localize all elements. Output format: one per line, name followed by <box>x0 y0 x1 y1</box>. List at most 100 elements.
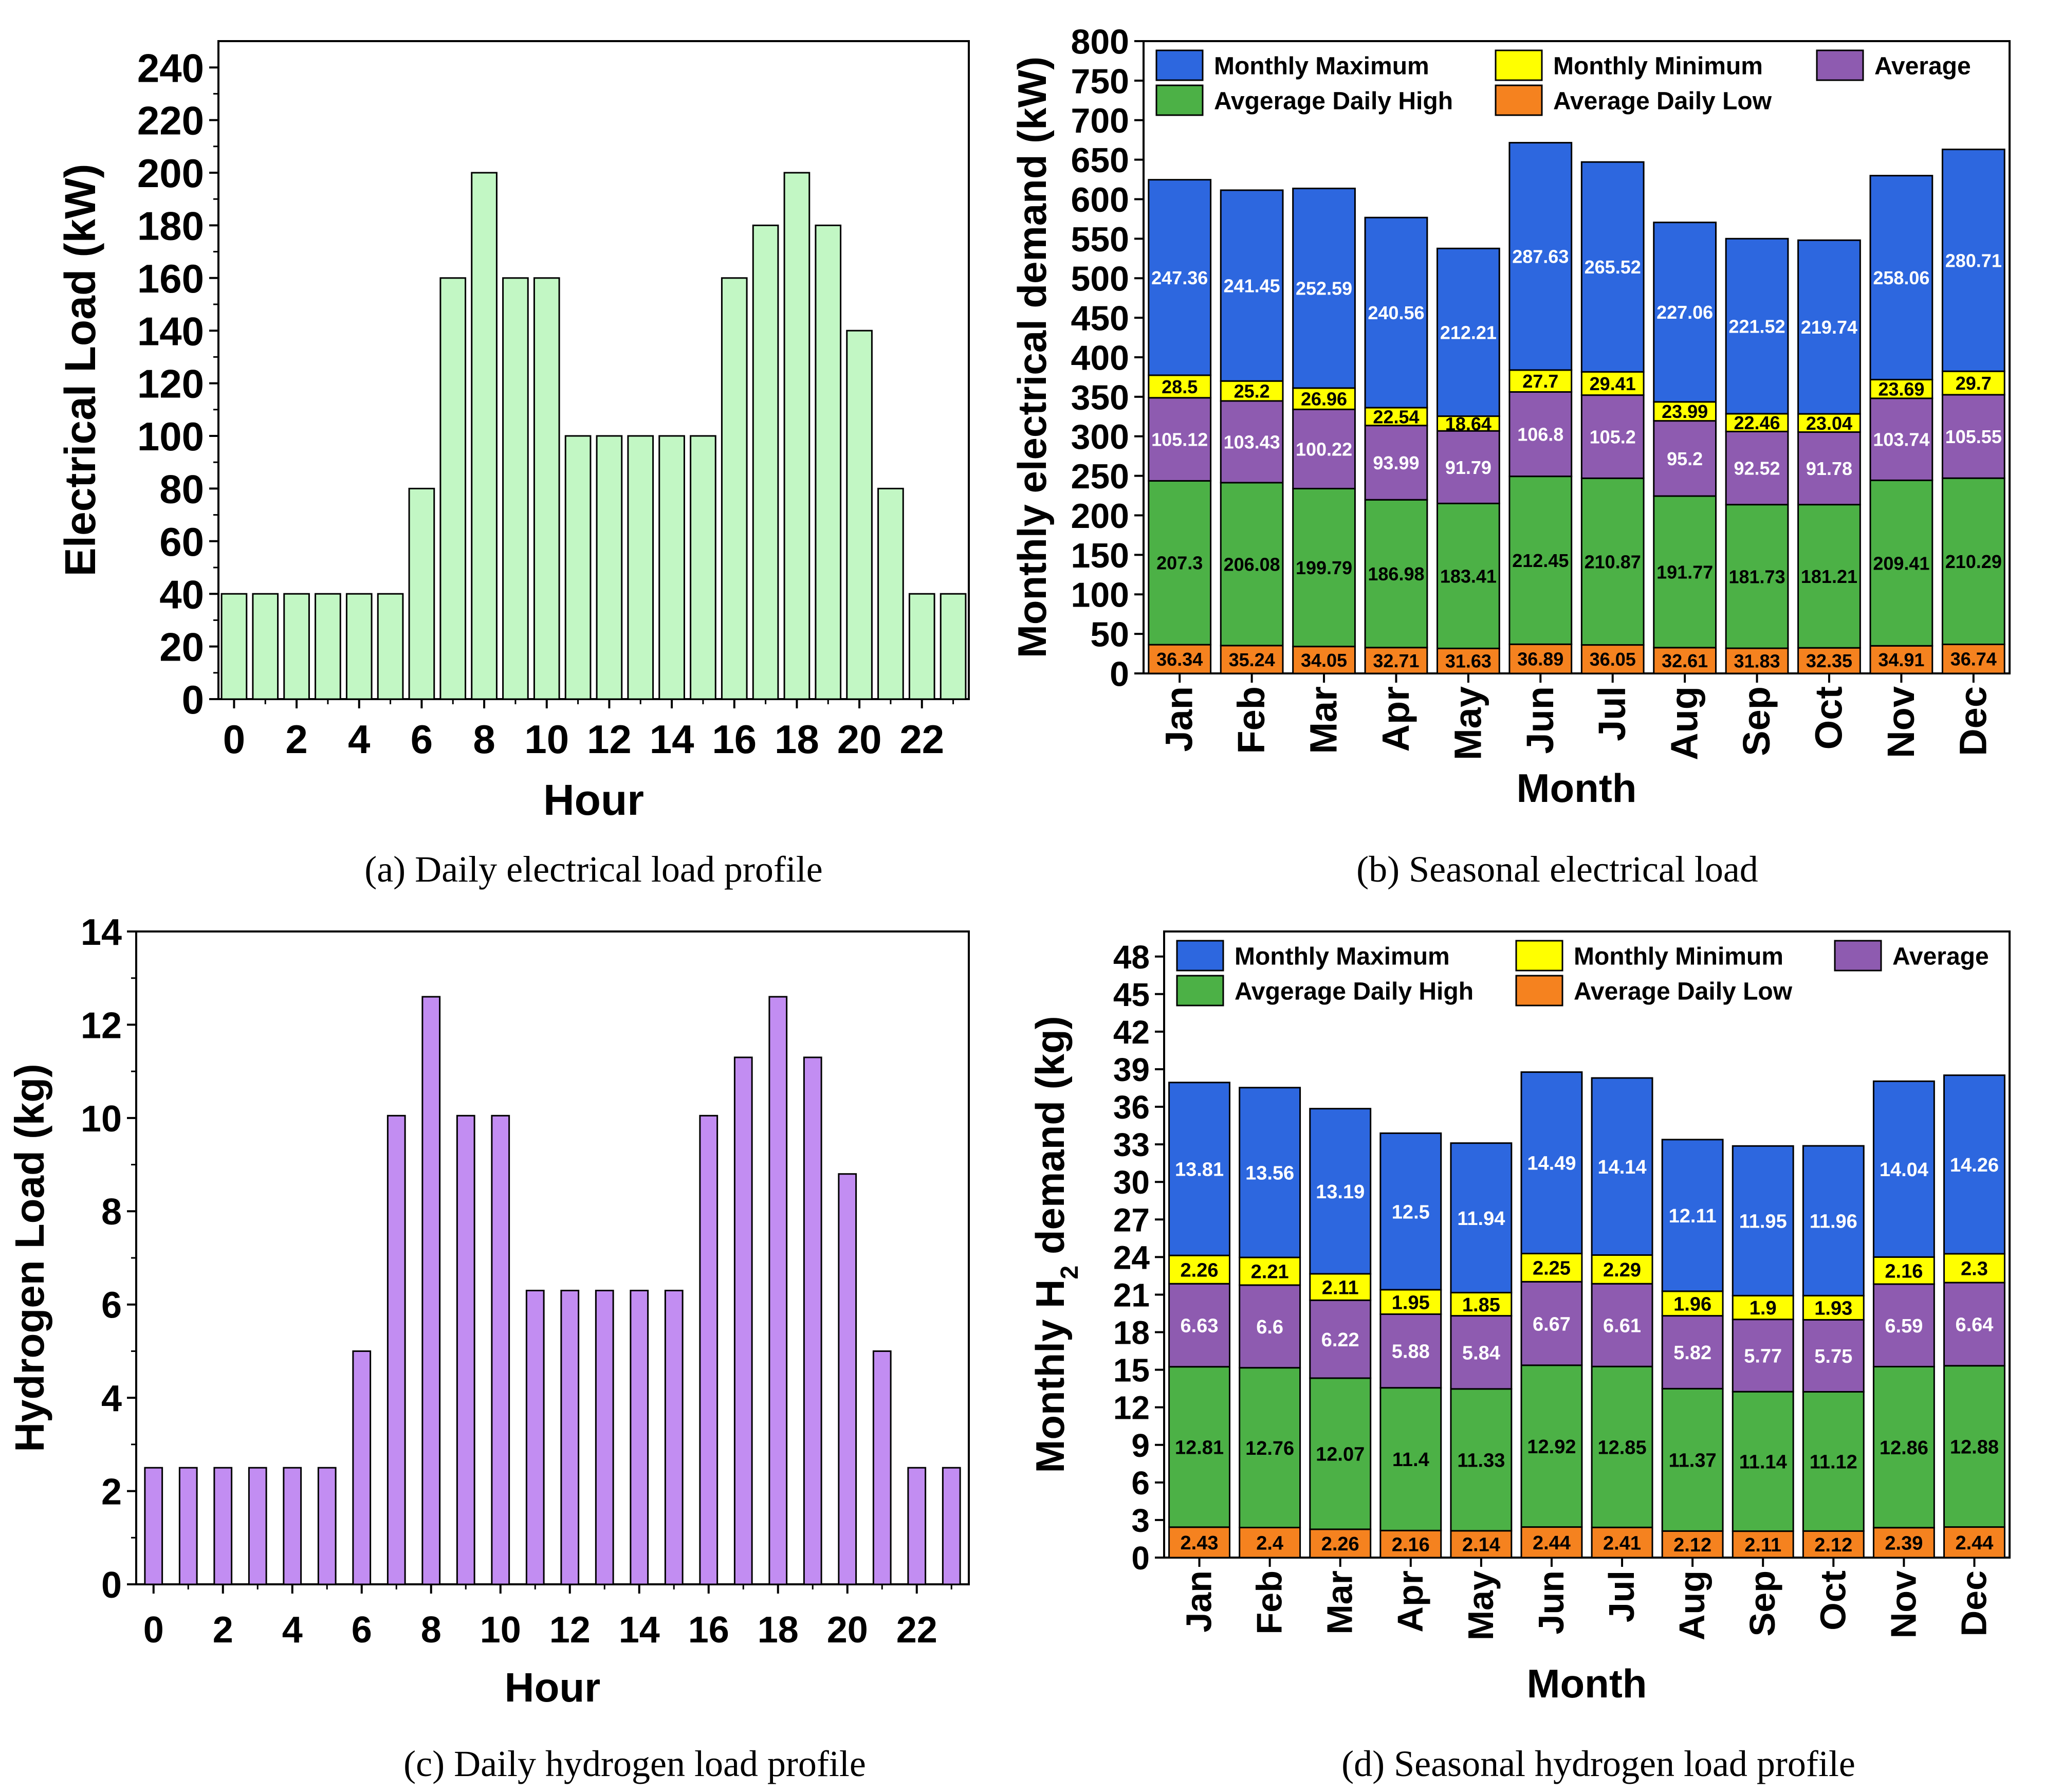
x-tick-label: 18 <box>758 1610 799 1651</box>
data-label: 2.16 <box>1885 1260 1923 1282</box>
segment-monthly-maximum-dec <box>1941 149 2005 372</box>
bar-hour-6 <box>408 487 435 700</box>
data-label: 95.2 <box>1667 448 1703 469</box>
segment-monthly-minimum-may <box>1450 1292 1513 1317</box>
x-tick-label: 14 <box>650 717 694 762</box>
x-tick-label: May <box>1461 1570 1501 1640</box>
data-label: 11.14 <box>1739 1452 1787 1473</box>
data-label: 206.08 <box>1224 554 1280 575</box>
chart-d-stacks: 2.43 12.81 6.63 2.26 13.81 Jan 2.4 12.76 6.6 2.21… <box>1168 1071 2005 1640</box>
x-axis-title: Month <box>1527 1661 1647 1706</box>
data-label: 13.56 <box>1245 1163 1294 1184</box>
y-tick-label: 20 <box>159 625 204 670</box>
y-tick-label: 120 <box>137 361 204 407</box>
data-label: 2.12 <box>1814 1534 1852 1556</box>
data-label: 2.4 <box>1256 1532 1283 1554</box>
data-label: 11.37 <box>1669 1450 1717 1472</box>
segment-monthly-maximum-jan <box>1168 1082 1230 1256</box>
y-axis-title: Monthly electrical demand (kW) <box>1009 57 1055 658</box>
data-label: 1.96 <box>1673 1293 1711 1315</box>
segment-monthly-minimum-jun <box>1520 1253 1583 1283</box>
segment-avgerage-daily-high-may <box>1450 1388 1513 1532</box>
y-tick-label: 250 <box>1071 457 1129 496</box>
segment-average-jan <box>1168 1283 1230 1368</box>
x-tick-label: 6 <box>411 717 433 762</box>
bar-hour-6 <box>352 1350 372 1585</box>
segment-average-daily-low-may <box>1450 1530 1513 1559</box>
segment-avgerage-daily-high-apr <box>1364 499 1428 649</box>
x-tick-label: 12 <box>587 717 632 762</box>
data-label: 100.22 <box>1296 438 1352 460</box>
data-label: 247.36 <box>1151 267 1208 288</box>
bar-hour-21 <box>877 487 904 700</box>
data-label: 2.3 <box>1961 1258 1988 1280</box>
data-label: 23.04 <box>1806 413 1852 434</box>
legend-label: Average <box>1892 943 1989 970</box>
data-label: 27.7 <box>1522 371 1558 392</box>
segment-monthly-maximum-jul <box>1580 161 1645 373</box>
x-tick-label: 12 <box>549 1610 591 1651</box>
data-label: 5.84 <box>1462 1342 1500 1364</box>
segment-monthly-maximum-dec <box>1943 1074 2005 1255</box>
segment-average-may <box>1450 1315 1513 1390</box>
y-tick-label: 220 <box>137 98 204 143</box>
data-label: 14.04 <box>1880 1159 1928 1181</box>
y-tick-label: 21 <box>1113 1276 1150 1313</box>
y-tick-label: 14 <box>81 912 122 953</box>
y-tick-label: 18 <box>1113 1314 1150 1351</box>
data-label: 181.73 <box>1728 566 1785 587</box>
data-label: 2.39 <box>1885 1533 1923 1555</box>
x-tick-label: 2 <box>213 1610 233 1651</box>
x-tick-label: Jan <box>1179 1570 1219 1633</box>
bar-hour-10 <box>491 1114 510 1585</box>
bar-hour-23 <box>942 1467 961 1585</box>
segment-monthly-maximum-nov <box>1872 1080 1935 1258</box>
bar-hour-0 <box>144 1467 163 1585</box>
y-tick-label: 100 <box>1071 576 1129 615</box>
y-tick-label: 300 <box>1071 417 1129 456</box>
data-label: 36.89 <box>1517 649 1563 670</box>
x-tick-label: Mar <box>1302 686 1345 754</box>
data-label: 35.24 <box>1229 649 1275 670</box>
segment-avgerage-daily-high-aug <box>1661 1387 1724 1532</box>
x-tick-label: 16 <box>712 717 757 762</box>
data-label: 36.05 <box>1590 649 1636 670</box>
segment-average-mar <box>1309 1299 1372 1379</box>
segment-average-aug <box>1661 1315 1724 1389</box>
segment-monthly-maximum-apr <box>1364 216 1428 409</box>
segment-monthly-maximum-apr <box>1379 1132 1442 1291</box>
data-label: 2.26 <box>1321 1533 1359 1555</box>
segment-average-daily-low-sep <box>1732 1530 1794 1559</box>
legend-label: Average Daily Low <box>1553 87 1772 115</box>
segment-avgerage-daily-high-apr <box>1379 1387 1442 1531</box>
segment-avgerage-daily-high-nov <box>1872 1366 1935 1529</box>
data-label: 32.71 <box>1373 650 1419 671</box>
x-tick-label: Apr <box>1374 686 1417 752</box>
segment-average-mar <box>1292 408 1356 489</box>
data-label: 6.22 <box>1321 1329 1359 1351</box>
chart-b-stacks: 36.34 207.3 105.12 28.5 247.36 Jan 35.24 206.08… <box>1148 142 2005 760</box>
bar-hour-21 <box>872 1350 892 1585</box>
legend-swatch <box>1834 940 1882 972</box>
y-tick-label: 8 <box>101 1192 122 1233</box>
data-label: 11.94 <box>1457 1208 1505 1230</box>
bar-hour-4 <box>283 1467 302 1585</box>
segment-average-daily-low-apr <box>1364 647 1428 674</box>
x-tick-label: 18 <box>775 717 819 762</box>
data-label: 25.2 <box>1234 381 1270 402</box>
x-tick-label: Mar <box>1320 1570 1360 1634</box>
data-label: 11.95 <box>1739 1211 1787 1233</box>
bar-hour-14 <box>658 435 685 700</box>
chart-a-axes: 0 20 40 60 80 100 120 140 160 180 200 220 240 <box>137 40 970 722</box>
data-label: 6.59 <box>1885 1315 1923 1337</box>
x-tick-label: Aug <box>1663 686 1706 760</box>
y-tick-label: 180 <box>137 203 204 248</box>
legend-label: Monthly Minimum <box>1553 52 1763 80</box>
data-label: 31.83 <box>1734 650 1780 671</box>
y-tick-label: 750 <box>1071 62 1129 101</box>
y-tick-label: 150 <box>1071 536 1129 575</box>
bar-hour-5 <box>377 593 404 700</box>
data-label: 12.92 <box>1527 1436 1576 1458</box>
segment-monthly-maximum-oct <box>1797 239 1861 415</box>
